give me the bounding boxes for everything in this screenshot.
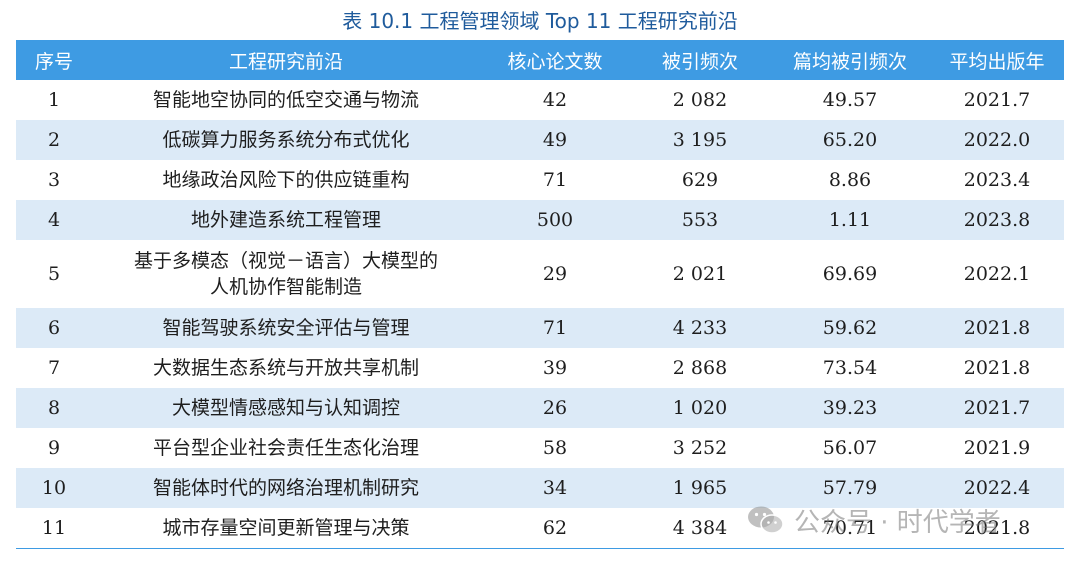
table-row: 3 地缘政治风险下的供应链重构 71 629 8.86 2023.4 <box>16 160 1064 200</box>
row-year: 2021.8 <box>963 357 1031 379</box>
row-avg: 57.79 <box>770 468 930 508</box>
row-topic: 智能体时代的网络治理机制研究 <box>92 468 480 508</box>
row-topic: 基于多模态（视觉－语言）大模型的 人机协作智能制造 <box>92 240 480 308</box>
row-id: 9 <box>47 437 61 459</box>
row-citations: 1 020 <box>630 388 770 428</box>
header-id: 序号 <box>16 40 92 80</box>
row-citations: 2 082 <box>672 89 728 111</box>
header-row: 序号 工程研究前沿 核心论文数 被引频次 篇均被引频次 平均出版年 <box>16 40 1064 80</box>
header-year: 平均出版年 <box>930 40 1064 80</box>
row-id: 1 <box>47 89 61 111</box>
header-citations: 被引频次 <box>630 40 770 80</box>
row-papers: 71 <box>542 169 568 191</box>
row-papers: 62 <box>480 508 630 549</box>
row-year: 2021.9 <box>963 437 1031 459</box>
row-citations: 2 868 <box>672 357 728 379</box>
table-row: 5 基于多模态（视觉－语言）大模型的 人机协作智能制造 29 2 021 69.… <box>16 240 1064 308</box>
row-papers: 34 <box>480 468 630 508</box>
wechat-icon <box>748 506 784 534</box>
row-avg: 73.54 <box>822 357 878 379</box>
row-papers: 49 <box>480 120 630 160</box>
row-topic-line: 人机协作智能制造 <box>209 276 362 298</box>
row-avg: 59.62 <box>770 308 930 348</box>
row-citations: 3 252 <box>672 437 728 459</box>
row-topic: 低碳算力服务系统分布式优化 <box>92 120 480 160</box>
table-row: 2 低碳算力服务系统分布式优化 49 3 195 65.20 2022.0 <box>16 120 1064 160</box>
table-row: 11 城市存量空间更新管理与决策 62 4 384 70.71 2021.8 <box>16 508 1064 549</box>
row-year: 2021.8 <box>930 508 1064 549</box>
row-topic: 城市存量空间更新管理与决策 <box>92 508 480 549</box>
row-avg: 65.20 <box>770 120 930 160</box>
row-citations: 629 <box>681 169 719 191</box>
row-papers: 42 <box>542 89 568 111</box>
row-id: 10 <box>16 468 92 508</box>
row-papers: 29 <box>542 263 568 285</box>
table-row: 4 地外建造系统工程管理 500 553 1.11 2023.8 <box>16 200 1064 240</box>
header-avg-citations: 篇均被引频次 <box>770 40 930 80</box>
row-year: 2021.7 <box>963 89 1031 111</box>
row-papers: 26 <box>480 388 630 428</box>
row-id: 5 <box>47 263 61 285</box>
table-row: 1 智能地空协同的低空交通与物流 42 2 082 49.57 2021.7 <box>16 80 1064 120</box>
row-year: 2022.1 <box>963 263 1031 285</box>
row-citations: 4 384 <box>630 508 770 549</box>
row-avg: 1.11 <box>770 200 930 240</box>
row-avg: 69.69 <box>822 263 878 285</box>
table-caption: 表 10.1 工程管理领域 Top 11 工程研究前沿 <box>342 9 738 33</box>
row-topic: 地外建造系统工程管理 <box>92 200 480 240</box>
row-id: 4 <box>16 200 92 240</box>
row-avg: 8.86 <box>828 169 872 191</box>
row-avg: 39.23 <box>770 388 930 428</box>
row-id: 6 <box>16 308 92 348</box>
row-id: 11 <box>16 508 92 549</box>
row-papers: 500 <box>480 200 630 240</box>
row-topic: 平台型企业社会责任生态化治理 <box>152 437 419 459</box>
row-topic: 地缘政治风险下的供应链重构 <box>162 169 410 191</box>
row-id: 3 <box>47 169 61 191</box>
row-avg: 49.57 <box>822 89 878 111</box>
watermark-text: 公众号 · 时代学者 <box>794 507 1001 538</box>
row-year: 2023.8 <box>930 200 1064 240</box>
row-avg: 56.07 <box>822 437 878 459</box>
header-papers: 核心论文数 <box>480 40 630 80</box>
row-topic: 智能地空协同的低空交通与物流 <box>152 89 419 111</box>
row-citations: 553 <box>630 200 770 240</box>
row-topic: 大模型情感感知与认知调控 <box>92 388 480 428</box>
row-papers: 71 <box>480 308 630 348</box>
row-id: 7 <box>47 357 61 379</box>
row-year: 2021.7 <box>930 388 1064 428</box>
row-citations: 3 195 <box>630 120 770 160</box>
table-row: 10 智能体时代的网络治理机制研究 34 1 965 57.79 2022.4 <box>16 468 1064 508</box>
row-id: 8 <box>16 388 92 428</box>
row-year: 2022.4 <box>930 468 1064 508</box>
row-citations: 4 233 <box>630 308 770 348</box>
row-topic: 大数据生态系统与开放共享机制 <box>152 357 419 379</box>
row-topic: 智能驾驶系统安全评估与管理 <box>92 308 480 348</box>
row-year: 2022.0 <box>930 120 1064 160</box>
row-avg: 70.71 <box>770 508 930 549</box>
frontier-table: 序号 工程研究前沿 核心论文数 被引频次 篇均被引频次 平均出版年 1 智能地空… <box>16 40 1064 549</box>
row-id: 2 <box>16 120 92 160</box>
row-citations: 2 021 <box>672 263 728 285</box>
row-citations: 1 965 <box>630 468 770 508</box>
row-year: 2023.4 <box>963 169 1031 191</box>
row-papers: 58 <box>542 437 568 459</box>
header-topic: 工程研究前沿 <box>92 40 480 80</box>
watermark: 公众号 · 时代学者 <box>746 500 1001 540</box>
row-year: 2021.8 <box>930 308 1064 348</box>
row-papers: 39 <box>542 357 568 379</box>
table-row: 7 大数据生态系统与开放共享机制 39 2 868 73.54 2021.8 <box>16 348 1064 388</box>
table-row: 6 智能驾驶系统安全评估与管理 71 4 233 59.62 2021.8 <box>16 308 1064 348</box>
row-topic-line: 基于多模态（视觉－语言）大模型的 <box>133 250 438 272</box>
table-row: 8 大模型情感感知与认知调控 26 1 020 39.23 2021.7 <box>16 388 1064 428</box>
table-row: 9 平台型企业社会责任生态化治理 58 3 252 56.07 2021.9 <box>16 428 1064 468</box>
